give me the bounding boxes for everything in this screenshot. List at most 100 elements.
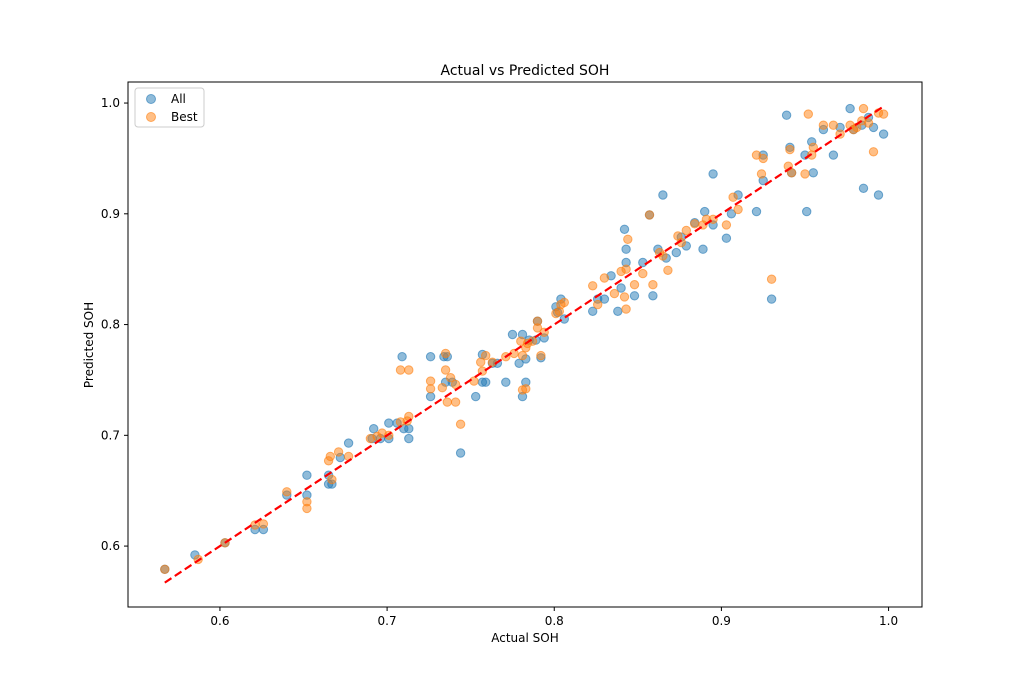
point-best-102	[878, 109, 889, 119]
point-best-72	[681, 225, 691, 236]
point-best-30	[450, 397, 461, 407]
point-best-33	[476, 357, 486, 367]
point-all-61	[629, 291, 640, 301]
y-tick-label: 0.7	[101, 428, 120, 442]
point-all-37	[507, 329, 518, 340]
point-best-10	[327, 474, 337, 485]
point-best-35	[481, 350, 491, 361]
point-all-89	[808, 168, 818, 178]
point-all-82	[766, 294, 777, 304]
point-all-66	[658, 190, 668, 200]
point-best-77	[721, 220, 732, 230]
x-tick-label: 0.7	[378, 614, 397, 628]
plot-frame	[127, 81, 923, 608]
point-all-100	[878, 129, 889, 139]
point-best-11	[333, 447, 344, 457]
point-all-87	[802, 206, 812, 217]
point-all-20	[404, 424, 414, 434]
y-tick-label: 0.8	[101, 318, 120, 332]
point-best-4	[258, 519, 269, 529]
legend-label-all: All	[171, 92, 186, 106]
x-axis-ticks: 0.6 0.7 0.8 0.9 1.0	[210, 607, 898, 628]
legend-marker-best	[146, 112, 156, 122]
data-points	[160, 103, 889, 574]
point-all-33	[481, 377, 491, 387]
point-best-82	[758, 153, 768, 164]
point-best-25	[440, 365, 451, 375]
point-best-85	[785, 144, 795, 155]
point-all-21	[404, 433, 414, 444]
point-best-22	[425, 376, 436, 386]
point-best-64	[638, 268, 648, 279]
point-all-36	[501, 377, 511, 387]
point-best-31	[455, 419, 466, 429]
point-all-58	[619, 224, 630, 235]
y-tick-label: 0.6	[101, 539, 120, 553]
point-best-65	[644, 210, 655, 220]
y-axis-label: Predicted SOH	[82, 302, 96, 388]
point-best-5	[282, 487, 292, 497]
point-all-79	[751, 206, 762, 217]
point-best-61	[623, 234, 633, 245]
point-all-52	[588, 306, 598, 316]
point-best-40	[517, 350, 528, 361]
point-best-69	[663, 265, 673, 275]
point-all-57	[616, 283, 626, 293]
point-best-53	[559, 297, 569, 308]
point-best-36	[487, 357, 498, 367]
point-best-73	[690, 219, 700, 229]
point-best-27	[442, 397, 452, 407]
point-best-91	[818, 120, 829, 130]
point-best-21	[404, 365, 414, 375]
point-best-66	[648, 280, 658, 290]
point-best-18	[395, 365, 406, 375]
point-best-54	[588, 281, 598, 291]
y-axis-ticks: 0.6 0.7 0.8 0.9 1.0	[101, 96, 128, 553]
point-best-59	[619, 292, 630, 302]
y-tick-label: 0.9	[101, 207, 120, 221]
point-best-98	[858, 103, 869, 114]
point-all-14	[369, 424, 379, 434]
point-best-0	[160, 564, 170, 574]
point-best-78	[728, 192, 738, 202]
point-best-62	[621, 264, 631, 274]
point-all-93	[845, 103, 855, 114]
point-all-30	[471, 391, 481, 402]
point-all-29	[455, 448, 466, 458]
point-all-23	[425, 352, 436, 362]
x-tick-label: 0.8	[545, 614, 564, 628]
point-best-92	[828, 120, 839, 130]
point-best-57	[609, 288, 620, 299]
point-all-12	[343, 438, 354, 448]
legend: All Best	[134, 87, 205, 128]
series-best	[160, 103, 889, 574]
point-all-91	[828, 150, 839, 160]
legend-marker-all	[146, 94, 156, 104]
point-best-88	[803, 109, 813, 119]
point-best-60	[621, 304, 631, 314]
point-best-9	[325, 451, 335, 462]
point-all-83	[781, 110, 792, 120]
point-all-17	[384, 418, 394, 428]
point-best-24	[437, 383, 447, 393]
point-all-72	[698, 244, 708, 254]
point-best-47	[532, 323, 543, 333]
point-all-56	[613, 306, 623, 316]
point-all-60	[621, 244, 631, 254]
point-best-20	[404, 411, 414, 422]
point-all-68	[671, 247, 681, 258]
point-all-54	[599, 294, 610, 304]
point-best-83	[766, 274, 777, 284]
point-best-28	[445, 373, 456, 383]
point-best-90	[808, 142, 818, 153]
point-best-29	[450, 379, 461, 390]
point-all-74	[708, 169, 718, 179]
point-best-99	[863, 118, 874, 128]
point-best-81	[756, 169, 767, 179]
point-best-26	[440, 348, 451, 359]
point-best-63	[629, 280, 640, 290]
point-best-79	[733, 204, 743, 215]
x-tick-label: 0.9	[712, 614, 731, 628]
y-tick-label: 1.0	[101, 96, 120, 110]
point-best-42	[521, 384, 531, 394]
